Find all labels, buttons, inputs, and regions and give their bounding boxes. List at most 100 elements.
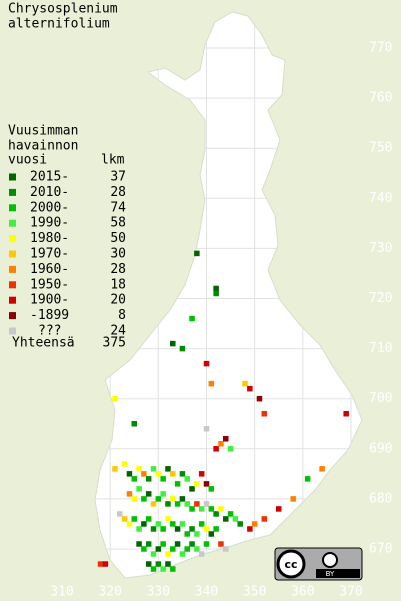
observation xyxy=(97,561,104,567)
observation xyxy=(160,566,166,572)
observation xyxy=(194,250,200,257)
legend-label: 2015- xyxy=(30,170,69,185)
observation xyxy=(227,511,234,517)
title: Chrysosplenium xyxy=(8,2,118,17)
observations xyxy=(97,250,349,572)
legend-count: 24 xyxy=(110,324,126,339)
x-tick-label: 330 xyxy=(147,585,170,600)
observation xyxy=(155,471,162,477)
observation xyxy=(145,561,152,567)
observation xyxy=(136,526,142,532)
legend-count: 28 xyxy=(110,185,126,200)
observation xyxy=(112,395,118,402)
observation xyxy=(213,290,219,297)
observation xyxy=(198,471,205,477)
legend-count: 74 xyxy=(110,200,126,215)
observation xyxy=(203,426,210,432)
observation xyxy=(121,516,128,522)
observation xyxy=(170,566,176,572)
observation xyxy=(203,360,210,367)
y-tick-label: 740 xyxy=(369,191,392,206)
legend-swatch xyxy=(9,188,16,196)
observation xyxy=(198,506,205,512)
y-tick-label: 690 xyxy=(369,441,392,456)
observation xyxy=(174,541,181,547)
observation xyxy=(179,471,186,477)
legend-label: 1980- xyxy=(30,231,69,246)
legend-count: 50 xyxy=(110,231,126,246)
observation xyxy=(102,561,109,567)
y-tick-label: 760 xyxy=(369,91,392,106)
y-tick-label: 710 xyxy=(369,341,392,356)
observation xyxy=(179,551,186,557)
observation xyxy=(343,410,349,417)
legend-count: 30 xyxy=(110,247,126,262)
observation xyxy=(126,521,133,527)
observation xyxy=(160,541,166,547)
observation xyxy=(194,531,200,537)
observation xyxy=(155,561,162,567)
observation xyxy=(184,546,190,552)
observation xyxy=(247,526,253,532)
observation xyxy=(155,496,162,502)
cc-icon xyxy=(276,549,306,579)
observation xyxy=(261,516,268,522)
y-tick-label: 680 xyxy=(369,491,392,506)
legend-swatch xyxy=(9,204,16,212)
legend-label: 1990- xyxy=(30,216,69,231)
observation xyxy=(184,531,190,537)
observation xyxy=(170,496,176,502)
observation xyxy=(198,551,205,557)
observation xyxy=(131,476,137,482)
observation xyxy=(165,466,171,472)
observation xyxy=(174,501,181,507)
observation xyxy=(136,486,142,492)
observation xyxy=(304,476,311,482)
observation xyxy=(170,340,176,347)
observation xyxy=(189,541,195,547)
observation xyxy=(276,506,282,512)
legend-label: 2000- xyxy=(30,200,69,215)
legend-swatch xyxy=(9,219,16,227)
legend-swatch xyxy=(9,250,16,258)
observation xyxy=(189,506,195,512)
observation xyxy=(208,380,215,387)
legend-count: 20 xyxy=(110,293,126,308)
observation xyxy=(174,526,181,532)
observation xyxy=(131,496,137,502)
observation xyxy=(237,521,243,527)
observation xyxy=(141,496,147,502)
observation xyxy=(150,566,157,572)
observation xyxy=(165,516,171,522)
cc-icon-glyph: cc xyxy=(284,558,297,571)
y-tick-label: 770 xyxy=(369,41,392,56)
observation xyxy=(170,546,176,552)
observation xyxy=(145,491,152,497)
land xyxy=(94,11,363,579)
legend-label: 1900- xyxy=(30,293,69,308)
legend-header: Vuusimman xyxy=(8,124,78,139)
observation xyxy=(136,541,142,547)
observation xyxy=(155,546,162,552)
legend-label: -1899 xyxy=(30,308,69,323)
observation xyxy=(261,410,268,417)
observation xyxy=(203,501,210,507)
observation xyxy=(213,446,219,452)
observation xyxy=(174,481,181,487)
y-tick-label: 700 xyxy=(369,391,392,406)
observation xyxy=(160,476,166,482)
observation xyxy=(203,481,210,487)
y-tick-label: 730 xyxy=(369,241,392,256)
observation xyxy=(251,521,258,527)
observation xyxy=(232,516,239,522)
observation xyxy=(213,285,219,292)
observation xyxy=(126,491,133,497)
observation xyxy=(112,466,118,472)
observation xyxy=(223,436,229,442)
legend-swatch xyxy=(9,296,16,304)
observation xyxy=(194,481,200,487)
observation xyxy=(290,496,296,502)
observation xyxy=(179,345,186,352)
title: alternifolium xyxy=(8,17,110,32)
observation xyxy=(117,511,123,517)
